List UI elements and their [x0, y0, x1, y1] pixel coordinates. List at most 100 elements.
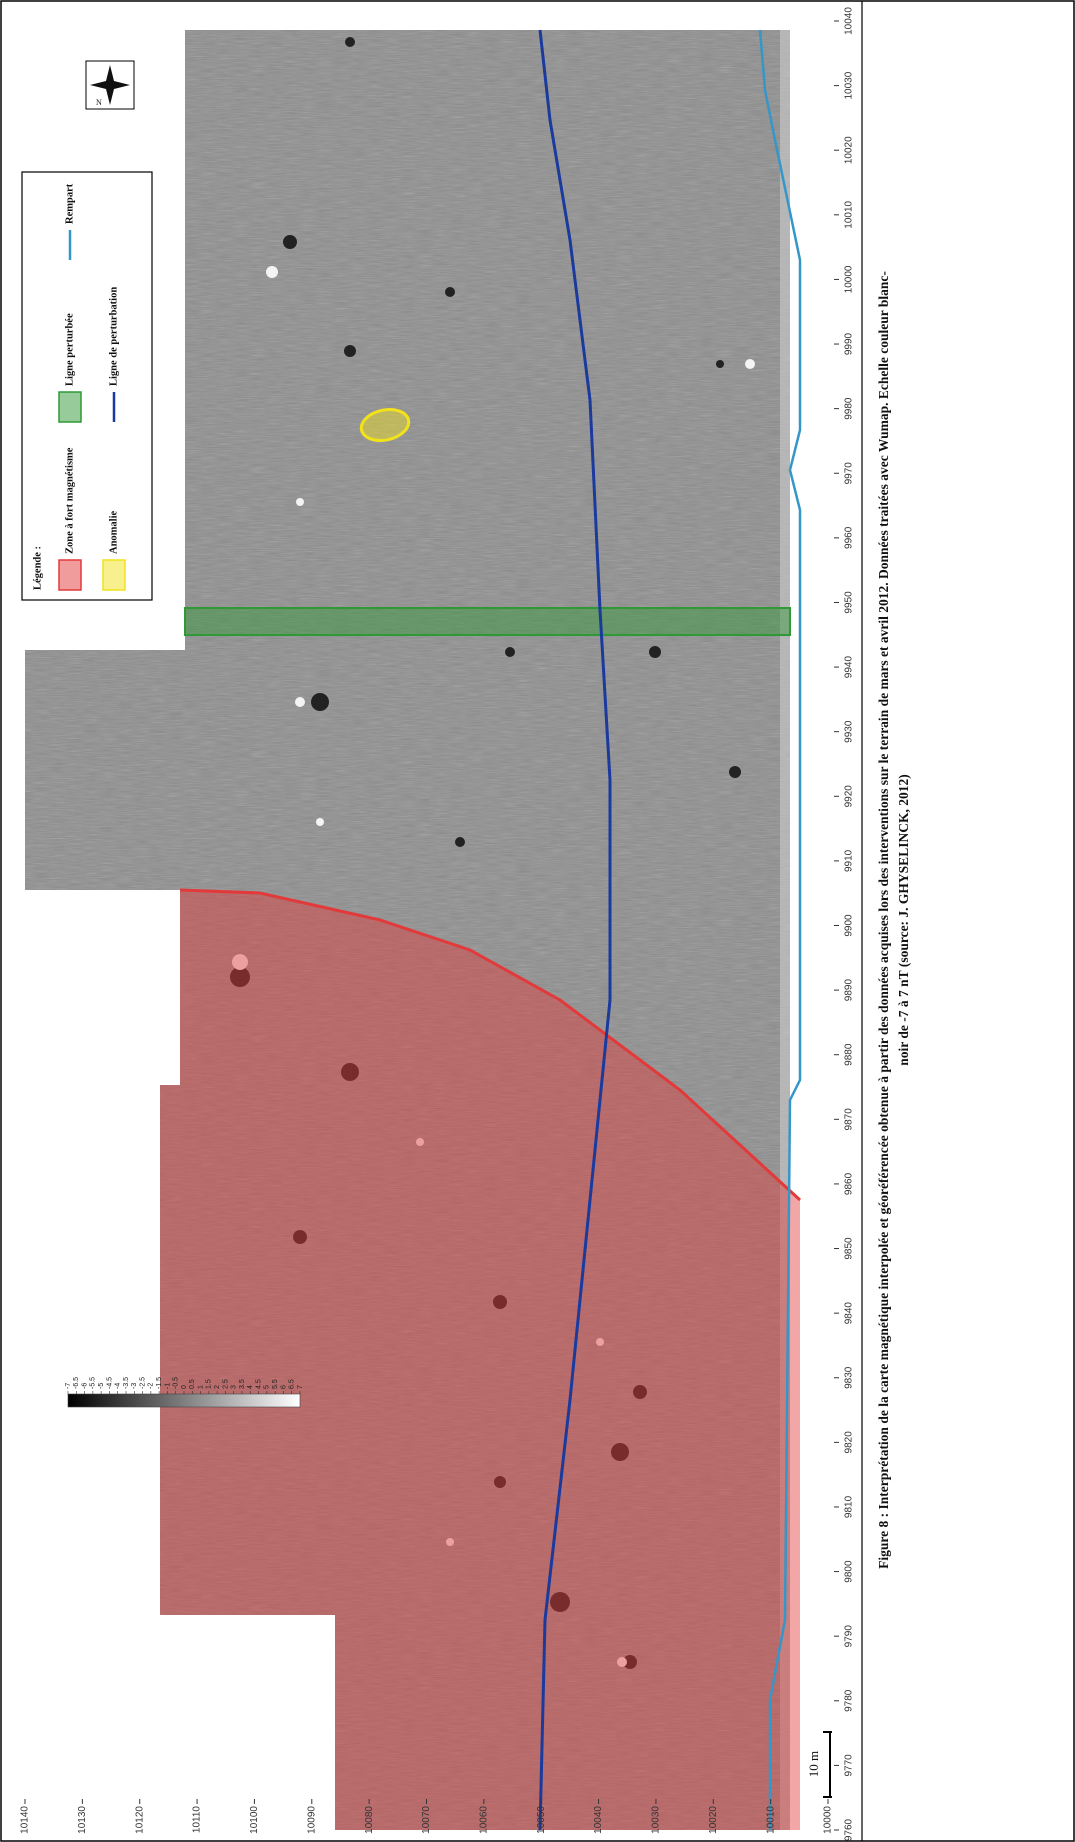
- colorbar-tick-label: 4: [247, 1385, 254, 1389]
- x-tick-label: 9900: [844, 914, 855, 937]
- y-tick-label: 10040: [593, 1806, 604, 1834]
- colorbar-tick-label: -3.5: [123, 1377, 130, 1389]
- x-tick-label: 9920: [844, 785, 855, 808]
- legend-box: [21, 171, 153, 601]
- colorbar-tick-label: 0.5: [189, 1379, 196, 1389]
- colorbar-tick-label: -7: [65, 1383, 72, 1389]
- x-tick-label: 9840: [844, 1302, 855, 1325]
- legend-label: Anomalie: [108, 510, 119, 554]
- y-tick-label: 10140: [20, 1806, 31, 1834]
- colorbar-tick-label: -4: [115, 1383, 122, 1389]
- caption-line: Figure 8 : Interprétation de la carte ma…: [876, 271, 891, 1569]
- y-tick-label: 10110: [192, 1806, 203, 1834]
- x-tick-label: 9870: [844, 1108, 855, 1131]
- colorbar-tick-label: 1.5: [206, 1379, 213, 1389]
- legend-items: Zone à fort magnétisme Anomalie Ligne pert…: [58, 183, 126, 591]
- x-tick-label: 9880: [844, 1043, 855, 1066]
- legend-swatch: [102, 559, 126, 591]
- x-tick-label: 9940: [844, 656, 855, 679]
- colorbar-tick-label: 2.5: [222, 1379, 229, 1389]
- edge-band: [780, 30, 790, 1830]
- x-tick-label: 9890: [844, 979, 855, 1002]
- x-tick-label: 10040: [844, 7, 855, 35]
- colorbar-tick-label: 6: [280, 1385, 287, 1389]
- rampart: [758, 29, 802, 1830]
- legend-label: Rempart: [64, 183, 75, 224]
- colorbar-tick-label: 7: [297, 1385, 304, 1389]
- colorbar-tick-label: 4.5: [255, 1379, 262, 1389]
- y-tick-label: 10000: [823, 1806, 834, 1834]
- legend-swatch: [58, 559, 82, 591]
- x-tick-label: 9960: [844, 526, 855, 549]
- x-tick-label: 10000: [844, 265, 855, 293]
- colorbar: [67, 1393, 301, 1408]
- x-tick-label: 9780: [844, 1689, 855, 1712]
- legend-swatch: [58, 391, 82, 423]
- colorbar-tick-label: -4.5: [106, 1377, 113, 1389]
- y-tick-label: 10120: [134, 1806, 145, 1834]
- x-tick-label: 9770: [844, 1754, 855, 1777]
- legend-title: Légende :: [32, 546, 43, 590]
- dipoles-dark: [230, 37, 741, 1669]
- colorbar-tick-label: -1: [164, 1383, 171, 1389]
- x-tick-label: 9820: [844, 1431, 855, 1454]
- map-texture: [25, 30, 790, 1830]
- colorbar-tick-label: -2.5: [139, 1377, 146, 1389]
- x-tick-label: 10020: [844, 136, 855, 164]
- high-magnetism-boundary: [179, 888, 802, 1202]
- colorbar-tick-label: -1.5: [156, 1377, 163, 1389]
- disturbed-line: [184, 607, 791, 636]
- x-tick-label: 9980: [844, 397, 855, 420]
- colorbar-tick-label: -0.5: [173, 1377, 180, 1389]
- anomaly: [359, 408, 411, 442]
- magnetic-map: [25, 30, 790, 1830]
- y-tick-label: 10030: [651, 1806, 662, 1834]
- colorbar-tick-label: 2: [214, 1385, 221, 1389]
- legend-label: Ligne perturbée: [64, 313, 75, 386]
- x-tick-label: 9990: [844, 332, 855, 355]
- north-arrow: N: [85, 60, 135, 110]
- colorbar-tick-label: -6.5: [73, 1377, 80, 1389]
- colorbar-tick-label: -5.5: [90, 1377, 97, 1389]
- high-magnetism-zone: [160, 890, 800, 1830]
- colorbar-tick-label: 5.5: [272, 1379, 279, 1389]
- x-tick-label: 9810: [844, 1495, 855, 1518]
- x-tick-label: 9800: [844, 1560, 855, 1583]
- x-tick-label: 10010: [844, 200, 855, 228]
- y-tick-label: 10060: [478, 1806, 489, 1834]
- x-tick-label: 9760: [844, 1818, 855, 1841]
- colorbar-tick-label: 0: [181, 1385, 188, 1389]
- y-tick-label: 10020: [708, 1806, 719, 1834]
- legend-label: Ligne de perturbation: [108, 287, 119, 386]
- x-tick-label: 9910: [844, 849, 855, 872]
- y-tick-label: 10050: [536, 1806, 547, 1834]
- colorbar-tick-label: 3: [231, 1385, 238, 1389]
- dipoles-light: [232, 266, 755, 1667]
- axes: 9760 9770 9780 9790 9800 9810 9820 9830 9840 9850…: [20, 7, 855, 1841]
- y-tick-label: 10130: [77, 1806, 88, 1834]
- y-tick-label: 10080: [364, 1806, 375, 1834]
- x-tick-label: 10030: [844, 71, 855, 99]
- x-tick-label: 9850: [844, 1237, 855, 1260]
- y-tick-label: 10100: [249, 1806, 260, 1834]
- colorbar-tick-label: -3: [131, 1383, 138, 1389]
- colorbar-tick-label: -6: [81, 1383, 88, 1389]
- colorbar-tick-label: -5: [98, 1383, 105, 1389]
- north-label: N: [96, 98, 102, 107]
- x-tick-label: 9830: [844, 1366, 855, 1389]
- y-tick-label: 10070: [421, 1806, 432, 1834]
- colorbar-tick-label: 3.5: [239, 1379, 246, 1389]
- y-tick-label: 10010: [765, 1806, 776, 1834]
- legend-label: Zone à fort magnétisme: [64, 447, 75, 554]
- caption-line: noir de -7 à 7 nT (source: J. GHYSELINCK…: [896, 774, 911, 1065]
- scale-label: 10 m: [806, 1751, 821, 1777]
- x-tick-label: 9950: [844, 591, 855, 614]
- disturbance-line: [538, 29, 612, 1831]
- colorbar-tick-label: 6.5: [289, 1379, 296, 1389]
- x-tick-label: 9860: [844, 1172, 855, 1195]
- x-tick-label: 9790: [844, 1625, 855, 1648]
